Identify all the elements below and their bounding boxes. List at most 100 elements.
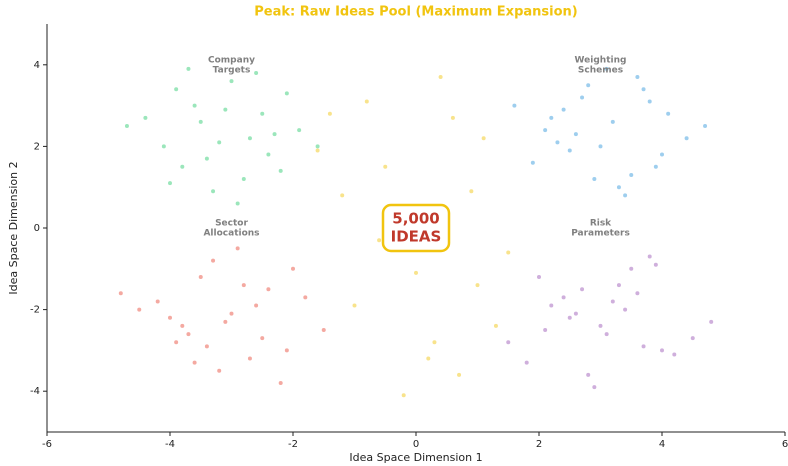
point (660, 348, 664, 353)
point (432, 340, 437, 345)
point (161, 144, 166, 149)
point (260, 336, 265, 341)
point (580, 95, 585, 100)
cluster-label: Company (208, 55, 255, 65)
point (247, 356, 252, 361)
point (211, 189, 216, 194)
point (561, 295, 566, 300)
point (555, 140, 560, 145)
point (641, 344, 646, 349)
point (186, 66, 191, 71)
point (235, 246, 240, 251)
callout-box (381, 203, 451, 253)
point (284, 348, 289, 353)
x-tick-label: -4 (165, 439, 175, 450)
point (438, 75, 443, 80)
point (254, 70, 259, 75)
point (512, 103, 517, 108)
y-tick-label: 4 (34, 60, 40, 71)
point (192, 360, 197, 365)
point (315, 144, 320, 149)
point (610, 299, 615, 304)
point (653, 164, 658, 169)
point (198, 119, 203, 124)
point (284, 91, 289, 96)
point (327, 111, 332, 116)
x-tick-label: 2 (536, 439, 542, 450)
point (703, 124, 708, 128)
point (186, 332, 191, 337)
point (401, 393, 406, 398)
point (610, 119, 615, 124)
point (709, 319, 714, 324)
point (567, 315, 572, 320)
point (426, 356, 431, 361)
point (598, 323, 603, 328)
point (168, 181, 172, 186)
point (180, 323, 185, 328)
point (377, 238, 382, 243)
point (272, 132, 277, 137)
point (217, 140, 222, 145)
point (383, 164, 388, 169)
cluster-label: Targets (213, 65, 251, 75)
x-tick-label: 4 (659, 439, 665, 450)
point (137, 307, 142, 312)
point (672, 352, 677, 357)
point (543, 128, 548, 133)
point (629, 172, 634, 177)
point (469, 189, 474, 194)
point (204, 344, 209, 349)
point (586, 372, 591, 377)
point (278, 168, 283, 173)
point (174, 340, 179, 345)
point (561, 107, 566, 112)
cluster-label: Weighting (575, 55, 627, 65)
point (660, 152, 664, 157)
point (254, 303, 259, 308)
point (340, 193, 345, 198)
point (192, 103, 197, 108)
point (616, 185, 621, 190)
chart-title: Peak: Raw Ideas Pool (Maximum Expansion) (254, 5, 577, 20)
point (549, 115, 554, 120)
point (180, 164, 185, 169)
point (647, 99, 652, 104)
point (524, 360, 529, 365)
point (303, 295, 308, 300)
point (629, 266, 634, 271)
callout-text: 5,000 (392, 210, 439, 228)
point (573, 132, 578, 137)
point (580, 287, 585, 292)
point (475, 283, 480, 288)
cluster-label: Risk (590, 219, 612, 229)
point (592, 385, 597, 390)
point (457, 372, 462, 377)
point (573, 311, 578, 316)
point (223, 107, 228, 112)
point (647, 254, 652, 259)
point (493, 323, 498, 328)
point (124, 124, 129, 128)
point (506, 250, 511, 255)
point (204, 156, 209, 161)
point (684, 136, 689, 141)
point (604, 66, 609, 71)
x-tick-label: -6 (42, 439, 52, 450)
cluster-label: Allocations (203, 229, 259, 239)
point (537, 274, 541, 279)
point (623, 193, 628, 198)
point (352, 303, 357, 308)
point (291, 266, 295, 271)
point (315, 148, 320, 153)
x-tick-label: -2 (288, 439, 298, 450)
y-axis-label: Idea Space Dimension 2 (7, 161, 20, 294)
point (266, 287, 271, 292)
point (168, 315, 172, 320)
point (641, 87, 646, 92)
x-tick-label: 0 (413, 439, 419, 450)
point (653, 262, 658, 267)
point (241, 283, 246, 288)
point (616, 283, 621, 288)
